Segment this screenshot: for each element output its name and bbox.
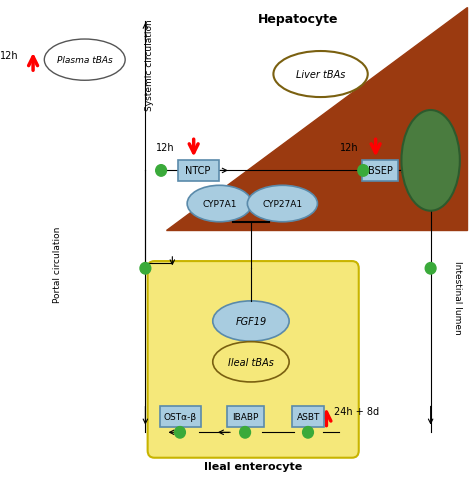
Circle shape: [302, 427, 313, 438]
FancyBboxPatch shape: [362, 160, 398, 181]
Text: 12h: 12h: [156, 143, 174, 153]
Ellipse shape: [213, 301, 289, 341]
Text: ASBT: ASBT: [297, 412, 320, 421]
Text: Plasma tBAs: Plasma tBAs: [57, 56, 113, 65]
Polygon shape: [165, 8, 466, 230]
Text: IBABP: IBABP: [232, 412, 258, 421]
Text: 12h: 12h: [340, 143, 359, 153]
Text: BSEP: BSEP: [368, 166, 392, 176]
Circle shape: [174, 427, 185, 438]
Text: Portal circulation: Portal circulation: [53, 226, 62, 302]
Text: 12h: 12h: [0, 51, 18, 61]
Text: Hepatocyte: Hepatocyte: [258, 12, 338, 25]
FancyBboxPatch shape: [147, 262, 359, 458]
Text: Ileal tBAs: Ileal tBAs: [228, 357, 274, 367]
Circle shape: [140, 263, 151, 275]
Text: Liver tBAs: Liver tBAs: [296, 70, 345, 80]
Text: CYP27A1: CYP27A1: [262, 200, 302, 209]
Ellipse shape: [44, 40, 125, 81]
Circle shape: [358, 165, 369, 177]
Text: 24h + 8d: 24h + 8d: [334, 406, 379, 416]
FancyBboxPatch shape: [227, 406, 264, 427]
FancyBboxPatch shape: [292, 406, 324, 427]
Ellipse shape: [401, 111, 460, 211]
Text: NTCP: NTCP: [185, 166, 211, 176]
Circle shape: [425, 263, 436, 275]
Text: FGF19: FGF19: [235, 316, 266, 326]
Text: OSTα-β: OSTα-β: [164, 412, 197, 421]
Circle shape: [156, 165, 166, 177]
Text: Systemic circulation: Systemic circulation: [146, 20, 155, 111]
FancyBboxPatch shape: [160, 406, 201, 427]
Ellipse shape: [247, 186, 318, 222]
FancyBboxPatch shape: [178, 160, 219, 181]
Circle shape: [240, 427, 250, 438]
Text: Ileal enterocyte: Ileal enterocyte: [204, 461, 302, 471]
Ellipse shape: [187, 186, 252, 222]
Text: CYP7A1: CYP7A1: [202, 200, 237, 209]
Text: Intestinal lumen: Intestinal lumen: [453, 261, 462, 334]
